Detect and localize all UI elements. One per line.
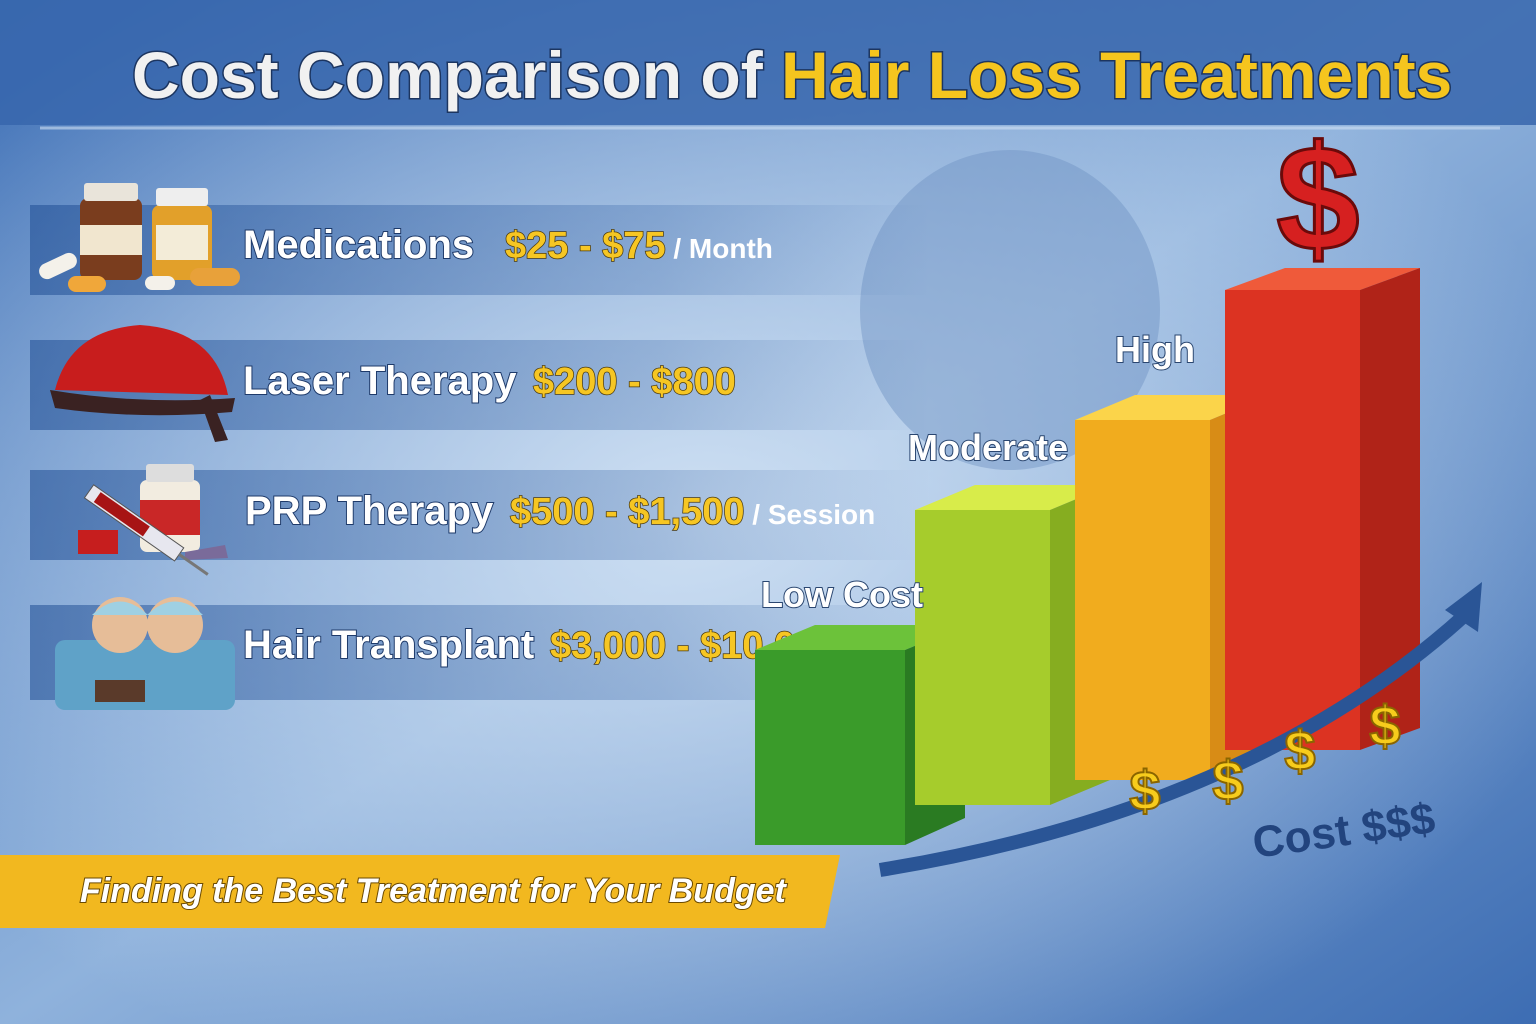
prp-icon xyxy=(78,464,228,576)
bar-top xyxy=(915,485,1110,510)
footer-text: Finding the Best Treatment for Your Budg… xyxy=(80,872,788,910)
treatment-name: Laser Therapy xyxy=(243,359,517,403)
title-part: Cost Comparison of xyxy=(132,38,781,112)
dollar-symbol: $ xyxy=(1369,694,1400,757)
bar-label: Moderate xyxy=(908,427,1068,468)
treatment-name: Hair Transplant xyxy=(243,623,534,667)
bar-top xyxy=(755,625,965,650)
treatment-price: $200 - $800 xyxy=(533,361,736,403)
head-silhouette xyxy=(860,150,1160,470)
laser-helmet-icon xyxy=(50,325,235,442)
treatment-price: $25 - $75 / Month xyxy=(505,225,773,267)
dollar-symbol: $ xyxy=(1212,749,1243,812)
bar-label: High xyxy=(1115,329,1195,370)
bar-front xyxy=(755,650,905,845)
treatment-list: Medications $25 - $75 / Month Laser Therap… xyxy=(242,222,875,668)
bar-label: Low Cost xyxy=(761,574,923,615)
medication-icon xyxy=(39,183,240,292)
bar-top xyxy=(1225,268,1420,290)
dollar-symbol: $ xyxy=(1129,759,1160,822)
treatment-price: $500 - $1,500 / Session xyxy=(510,491,875,533)
bar-front xyxy=(1075,420,1210,780)
trend-arrow xyxy=(878,609,1470,877)
treatment-name: Medications xyxy=(243,223,474,267)
footer-banner xyxy=(0,855,840,928)
bar-front xyxy=(1225,290,1360,750)
title-band xyxy=(0,0,1536,125)
cost-bars xyxy=(755,268,1420,845)
trend-arrowhead xyxy=(1445,582,1482,632)
dollar-symbol: $ xyxy=(1284,719,1315,782)
price-unit: / Month xyxy=(666,233,773,264)
title: Cost Comparison of Hair Loss Treatments xyxy=(132,38,1452,112)
bar-side xyxy=(1360,268,1420,750)
treatment-name: PRP Therapy xyxy=(245,489,494,533)
price-range: $500 - $1,500 xyxy=(510,491,745,533)
title-highlight: Hair Loss Treatments xyxy=(781,38,1452,112)
surgeon-icon xyxy=(55,597,235,710)
price-range: $200 - $800 xyxy=(533,361,736,403)
price-unit: / Session xyxy=(745,499,876,530)
bar-top xyxy=(1075,395,1270,420)
bar-front xyxy=(915,510,1050,805)
graphic-labels: Low Cost Moderate High $ $ $ $ xyxy=(760,328,1402,823)
big-dollar: $ xyxy=(1276,114,1359,282)
price-range: $25 - $75 xyxy=(505,225,666,267)
